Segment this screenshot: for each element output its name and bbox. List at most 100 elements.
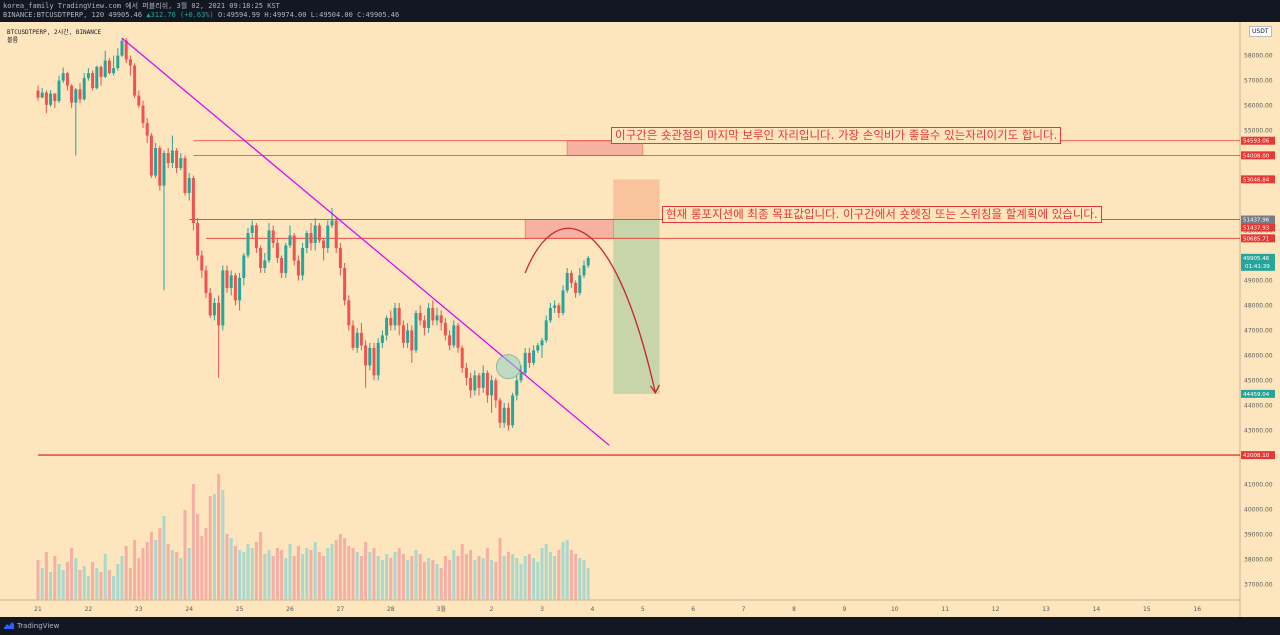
- candle-body: [490, 380, 494, 396]
- candle-body: [204, 270, 208, 293]
- candle-body: [53, 93, 57, 102]
- candle-body: [557, 305, 561, 313]
- price-axis[interactable]: [1240, 22, 1280, 617]
- volume-bar: [364, 542, 368, 600]
- volume-bar: [36, 560, 40, 600]
- currency-label[interactable]: USDT: [1249, 26, 1272, 37]
- open-value: O:49594.99: [217, 11, 261, 19]
- candle-body: [145, 123, 149, 136]
- time-tick-label: 22: [85, 606, 93, 613]
- candle-body: [519, 372, 523, 381]
- price-tag: [1241, 151, 1275, 160]
- candle-body: [141, 105, 145, 124]
- candle-body: [133, 65, 137, 96]
- candle-body: [317, 225, 321, 241]
- time-tick-label: 13: [1042, 606, 1050, 613]
- volume-bar: [149, 532, 153, 600]
- candle-body: [107, 60, 111, 74]
- time-tick-label: 12: [992, 606, 1000, 613]
- candle-body: [569, 272, 573, 283]
- volume-bar: [112, 576, 116, 600]
- annotation-short-zone[interactable]: 이구간은 숏관점의 마지막 보루인 자리입니다. 가장 손익비가 좋을수 있는자…: [611, 127, 1062, 144]
- candle-body: [389, 317, 393, 326]
- price-tick-label: 47000.00: [1244, 327, 1273, 334]
- time-tick-label: 2: [490, 606, 494, 613]
- candle-body: [330, 220, 334, 226]
- annotation-long-target[interactable]: 현재 롱포지션에 최종 목표값입니다. 이구간에서 숏헷징 또는 스위칭을 할계…: [662, 206, 1102, 223]
- price-tag-label: 42008.10: [1243, 453, 1270, 459]
- volume-bar: [250, 548, 254, 600]
- volume-bar: [368, 552, 372, 600]
- candle-body: [322, 240, 326, 248]
- candle-body: [250, 225, 254, 233]
- volume-bar: [61, 570, 65, 600]
- volume-bar: [57, 564, 61, 600]
- volume-bar: [124, 546, 128, 600]
- candle-body: [380, 335, 384, 343]
- countdown-label: 01:41:39: [1245, 264, 1270, 270]
- price-tick-label: 58000.00: [1244, 53, 1273, 60]
- candle-body: [561, 290, 565, 313]
- volume-bar: [233, 546, 237, 600]
- candle-body: [326, 225, 330, 248]
- candle-body: [233, 275, 237, 301]
- candle-body: [494, 380, 498, 401]
- volume-bar: [376, 556, 380, 600]
- volume-bar: [309, 550, 313, 600]
- candle-body: [225, 270, 229, 288]
- volume-tick-label: 41000.00: [1244, 482, 1273, 489]
- volume-bar: [410, 556, 414, 600]
- symbol-legend[interactable]: BTCUSDTPERP, 2시간, BINANCE: [7, 29, 102, 36]
- candle-body: [284, 245, 288, 273]
- volume-bar: [582, 560, 586, 600]
- candle-body: [393, 307, 397, 326]
- volume-bar: [418, 554, 422, 600]
- candle-body: [473, 375, 477, 391]
- volume-bar: [452, 550, 456, 600]
- candle-body: [221, 270, 225, 326]
- candle-body: [527, 352, 531, 363]
- volume-bar: [544, 544, 548, 600]
- volume-bar: [506, 552, 510, 600]
- volume-bar: [204, 528, 208, 600]
- candle-body: [200, 255, 204, 271]
- volume-bar: [427, 558, 431, 600]
- resistance-zone: [524, 219, 614, 239]
- price-tick-label: 49000.00: [1244, 277, 1273, 284]
- volume-bar: [502, 556, 506, 600]
- time-tick-label: 25: [236, 606, 244, 613]
- candle-body: [343, 267, 347, 301]
- volume-bar: [330, 544, 334, 600]
- candle-body: [124, 40, 128, 60]
- candle-body: [74, 89, 78, 103]
- volume-bar: [414, 550, 418, 600]
- price-tick-label: 43000.00: [1244, 427, 1273, 434]
- candle-body: [536, 345, 540, 351]
- candle-body: [439, 315, 443, 323]
- volume-bar: [439, 568, 443, 600]
- price-chart[interactable]: 42000.0043000.0044000.0045000.0046000.00…: [0, 22, 1280, 617]
- price-tag: [1241, 234, 1275, 243]
- volume-bar: [338, 534, 342, 600]
- volume-bar: [296, 546, 300, 600]
- volume-bar: [120, 556, 124, 600]
- candle-body: [179, 158, 183, 169]
- price-tag: [1241, 136, 1275, 145]
- price-tag-label: 53046.84: [1243, 177, 1270, 183]
- volume-bar: [326, 548, 330, 600]
- volume-bar: [456, 556, 460, 600]
- volume-bar: [448, 560, 452, 600]
- volume-bar: [267, 550, 271, 600]
- candle-body: [271, 230, 275, 243]
- arrow-head-icon: [649, 384, 660, 395]
- volume-legend[interactable]: 볼륨: [7, 37, 19, 44]
- price-tag-label: 50685.71: [1243, 236, 1269, 242]
- candle-body: [91, 73, 95, 89]
- tradingview-brand: TradingView: [17, 622, 60, 630]
- position-loss-zone: [613, 219, 660, 394]
- price-tag-label: 44459.04: [1243, 392, 1270, 398]
- candle-body: [78, 89, 82, 100]
- candle-body: [401, 325, 405, 343]
- candle-body: [137, 95, 141, 106]
- volume-bar: [208, 496, 212, 600]
